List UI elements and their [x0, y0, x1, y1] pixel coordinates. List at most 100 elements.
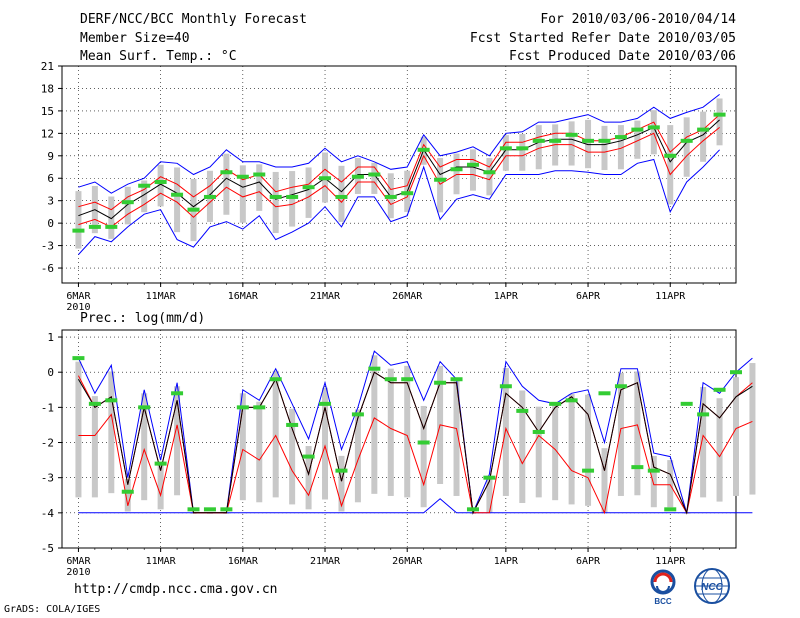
x-tick-label: 11APR — [655, 556, 686, 567]
ensemble-box — [239, 393, 246, 501]
observed-marker — [680, 138, 693, 143]
ensemble-box — [256, 164, 263, 211]
observed-marker — [582, 138, 595, 143]
ensemble-box — [256, 401, 263, 503]
ensemble-box — [585, 119, 592, 169]
x-year-label: 2010 — [66, 567, 90, 578]
observed-marker — [72, 228, 85, 233]
y-tick-label: 1 — [47, 331, 54, 344]
x-tick-label: 26MAR — [392, 291, 423, 302]
observed-marker — [154, 461, 167, 466]
ensemble-box — [223, 153, 230, 215]
grads-credit: GrADS: COLA/IGES — [4, 604, 101, 615]
ensemble-box — [601, 125, 608, 171]
ensemble-box — [223, 512, 230, 514]
ensemble-box — [486, 158, 493, 196]
ensemble-box — [733, 377, 739, 496]
observed-marker — [631, 465, 644, 470]
observed-marker — [187, 507, 200, 512]
observed-marker — [614, 384, 627, 389]
observed-marker — [417, 147, 430, 152]
observed-marker — [516, 146, 529, 151]
ensemble-box — [141, 180, 148, 213]
observed-marker — [203, 194, 216, 199]
observed-marker — [516, 408, 529, 413]
observed-marker — [401, 377, 414, 382]
observed-marker — [105, 224, 118, 229]
source-url[interactable]: http://cmdp.ncc.cma.gov.cn — [74, 582, 278, 597]
ensemble-box — [420, 405, 427, 508]
spread-high-line — [78, 114, 720, 211]
observed-marker — [532, 429, 545, 434]
x-tick-label: 6APR — [576, 291, 601, 302]
observed-marker — [319, 176, 332, 181]
y-tick-label: 15 — [41, 105, 54, 118]
member-size-label: Member Size=40 — [80, 31, 190, 46]
y-tick-label: 3 — [47, 195, 54, 208]
ensemble-box — [157, 164, 164, 207]
observed-marker — [384, 377, 397, 382]
x-year-label: 2010 — [66, 302, 90, 313]
ensemble-box — [700, 111, 707, 162]
variable-label: Mean Surf. Temp.: °C — [80, 49, 237, 64]
observed-marker — [450, 377, 463, 382]
ensemble-box — [338, 165, 345, 222]
observed-marker — [105, 398, 118, 403]
observed-marker — [121, 489, 134, 494]
ncc-logo: NCC — [690, 566, 734, 614]
temperature-panel: -6 -3 0 3 6 9 12 15 18 21 6MAR 11MAR 16MAR 21MAR 26MAR… — [41, 60, 737, 313]
observed-marker — [598, 391, 611, 396]
bcc-logo: BCC — [640, 566, 686, 610]
bcc-logo-text: BCC — [654, 597, 672, 606]
x-tick-label: 6MAR — [66, 291, 91, 302]
observed-marker — [351, 412, 364, 417]
observed-marker — [187, 207, 200, 212]
ensemble-box — [239, 165, 246, 223]
ensemble-box — [683, 117, 690, 177]
observed-marker — [220, 170, 233, 175]
y-tick-label: -3 — [41, 472, 54, 485]
observed-marker — [647, 468, 660, 473]
bcc-logo-icon: BCC — [650, 569, 676, 606]
panel-title: Prec.: log(mm/d) — [80, 311, 205, 326]
plot-frame — [61, 65, 737, 284]
x-tick-label: 1APR — [494, 291, 519, 302]
observed-marker — [466, 507, 479, 512]
ensemble-box — [338, 455, 345, 512]
ensemble-box — [206, 512, 213, 514]
ensemble-box — [634, 120, 641, 159]
ensemble-box — [502, 135, 509, 171]
ensemble-box — [617, 372, 624, 496]
observed-marker — [697, 412, 710, 417]
ensemble-box — [404, 365, 411, 498]
ensemble-box — [535, 406, 542, 498]
observed-marker — [335, 468, 348, 473]
observed-marker — [253, 172, 266, 177]
ensemble-box — [174, 386, 181, 496]
y-tick-label: 12 — [41, 127, 54, 140]
x-tick-label: 1APR — [494, 556, 519, 567]
observed-marker — [269, 377, 282, 382]
spread-low-line — [78, 127, 720, 228]
observed-marker — [286, 422, 299, 427]
chart-title: DERF/NCC/BCC Monthly Forecast — [80, 12, 307, 27]
x-tick-label: 6MAR — [66, 556, 91, 567]
ensemble-box — [716, 98, 723, 146]
ensemble-box — [289, 408, 296, 505]
ensemble-box — [700, 386, 707, 498]
observed-marker — [631, 127, 644, 132]
observed-marker — [450, 167, 463, 172]
y-tick-label: 9 — [47, 150, 54, 163]
observed-marker — [203, 507, 216, 512]
y-tick-label: -2 — [41, 437, 54, 450]
observed-marker — [368, 172, 381, 177]
y-tick-label: 6 — [47, 172, 54, 185]
ensemble-box — [354, 409, 361, 503]
ensemble-box — [108, 196, 115, 239]
ensemble-box — [519, 133, 526, 171]
ensemble-box — [305, 167, 312, 218]
ensemble-box — [469, 149, 476, 191]
observed-marker — [286, 194, 299, 199]
x-tick-label: 6APR — [576, 556, 601, 567]
